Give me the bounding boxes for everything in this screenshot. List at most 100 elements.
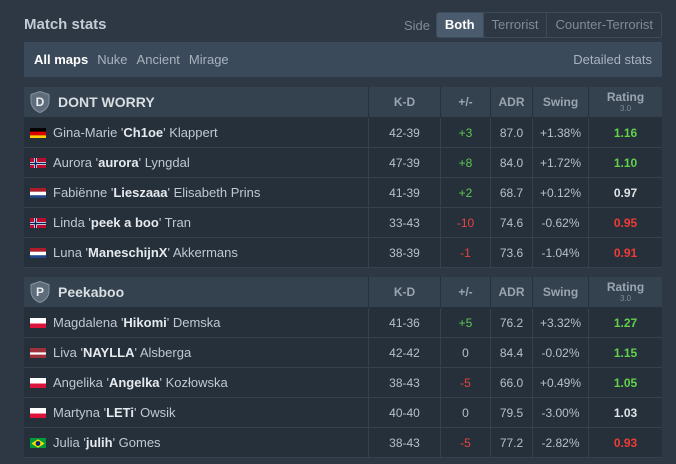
player-nickname: Lieszaaa xyxy=(113,185,168,200)
player-first-name: Julia ' xyxy=(53,435,86,450)
detailed-stats-link[interactable]: Detailed stats xyxy=(573,52,652,67)
column-header-swing[interactable]: Swing xyxy=(532,86,588,118)
rating-value: 1.16 xyxy=(588,117,662,148)
player-name[interactable]: Fabiënne ' Lieszaaa ' Elisabeth Prins xyxy=(24,185,368,200)
player-first-name: Linda ' xyxy=(53,215,91,230)
swing-value: -3.00% xyxy=(532,397,588,428)
rating-value: 1.10 xyxy=(588,147,662,178)
player-first-name: Aurora ' xyxy=(53,155,99,170)
kd-value: 38-39 xyxy=(368,237,440,268)
swing-value: +3.32% xyxy=(532,307,588,338)
adr-value: 79.5 xyxy=(490,397,532,428)
player-row: Julia ' julih ' Gomes 38-43 -5 77.2 -2.82% 0.93 xyxy=(24,427,662,458)
kd-value: 40-40 xyxy=(368,397,440,428)
player-nickname: ManeschijnX xyxy=(88,245,168,260)
player-last-name: ' Elisabeth Prins xyxy=(167,185,261,200)
player-last-name: ' Alsberga xyxy=(134,345,192,360)
map-tab-mirage[interactable]: Mirage xyxy=(188,52,229,67)
player-row: Angelika ' Angelka ' Kozłowska 38-43 -5 66.0 +… xyxy=(24,367,662,398)
column-header-rating[interactable]: Rating 3.0 xyxy=(588,86,662,118)
player-nickname: Ch1oe xyxy=(123,125,164,140)
column-header-kd[interactable]: K-D xyxy=(368,86,440,118)
adr-value: 84.0 xyxy=(490,147,532,178)
player-name[interactable]: Linda ' peek a boo ' Tran xyxy=(24,215,368,230)
player-name[interactable]: Julia ' julih ' Gomes xyxy=(24,435,368,450)
player-row: Magdalena ' Hikomi ' Demska 41-36 +5 76.2 +3.3… xyxy=(24,307,662,338)
player-nickname: LETi xyxy=(106,405,134,420)
player-last-name: ' Gomes xyxy=(112,435,161,450)
team-name[interactable]: P Peekaboo xyxy=(24,280,368,304)
plus-minus-value: +5 xyxy=(440,307,490,338)
swing-value: -2.82% xyxy=(532,427,588,458)
adr-value: 66.0 xyxy=(490,367,532,398)
norway-flag-icon xyxy=(30,217,46,228)
plus-minus-value: +2 xyxy=(440,177,490,208)
match-stats-header: Match stats Side Both Terrorist Counter-… xyxy=(24,12,662,40)
swing-value: +1.72% xyxy=(532,147,588,178)
kd-value: 38-43 xyxy=(368,427,440,458)
kd-value: 33-43 xyxy=(368,207,440,238)
germany-flag-icon xyxy=(30,127,46,138)
column-header-adr[interactable]: ADR xyxy=(490,86,532,118)
rating-label: Rating xyxy=(606,279,645,294)
player-name[interactable]: Martyna ' LETi ' Owsik xyxy=(24,405,368,420)
player-nickname: aurora xyxy=(98,155,139,170)
column-header-rating[interactable]: Rating 3.0 xyxy=(588,276,662,308)
adr-value: 74.6 xyxy=(490,207,532,238)
player-row: Liva ' NAYLLA ' Alsberga 42-42 0 84.4 -0.02% 1.… xyxy=(24,337,662,368)
player-last-name: ' Kozłowska xyxy=(159,375,228,390)
rating-value: 0.93 xyxy=(588,427,662,458)
column-header-plus-minus[interactable]: +/- xyxy=(440,276,490,308)
kd-value: 42-42 xyxy=(368,337,440,368)
netherlands-flag-icon xyxy=(30,247,46,258)
swing-value: -0.02% xyxy=(532,337,588,368)
player-name[interactable]: Liva ' NAYLLA ' Alsberga xyxy=(24,345,368,360)
adr-value: 76.2 xyxy=(490,307,532,338)
map-tab-ancient[interactable]: Ancient xyxy=(136,52,180,67)
map-tab-nuke[interactable]: Nuke xyxy=(97,52,128,67)
side-option-both[interactable]: Both xyxy=(436,13,483,37)
adr-value: 77.2 xyxy=(490,427,532,458)
rating-version: 3.0 xyxy=(619,293,632,303)
team-name[interactable]: D DONT WORRY xyxy=(24,90,368,114)
player-last-name: ' Owsik xyxy=(134,405,176,420)
player-name[interactable]: Magdalena ' Hikomi ' Demska xyxy=(24,315,368,330)
player-name[interactable]: Gina-Marie ' Ch1oe ' Klappert xyxy=(24,125,368,140)
player-last-name: ' Lyngdal xyxy=(138,155,190,170)
player-last-name: ' Tran xyxy=(158,215,191,230)
swing-value: -0.62% xyxy=(532,207,588,238)
player-nickname: Hikomi xyxy=(123,315,167,330)
plus-minus-value: +8 xyxy=(440,147,490,178)
team-table: D DONT WORRY K-D +/- ADR Swing Rating 3.0 Gina-M… xyxy=(24,86,662,268)
column-header-adr[interactable]: ADR xyxy=(490,276,532,308)
player-row: Martyna ' LETi ' Owsik 40-40 0 79.5 -3.00% 1.03 xyxy=(24,397,662,428)
poland-flag-icon xyxy=(30,377,46,388)
latvia-flag-icon xyxy=(30,347,46,358)
player-nickname: Angelka xyxy=(108,375,160,390)
rating-value: 1.03 xyxy=(588,397,662,428)
player-first-name: Martyna ' xyxy=(53,405,107,420)
kd-value: 41-39 xyxy=(368,177,440,208)
plus-minus-value: -1 xyxy=(440,237,490,268)
plus-minus-value: -5 xyxy=(440,427,490,458)
norway-flag-icon xyxy=(30,157,46,168)
side-option-terrorist[interactable]: Terrorist xyxy=(482,13,547,37)
rating-value: 0.97 xyxy=(588,177,662,208)
player-nickname: peek a boo xyxy=(90,215,159,230)
brazil-flag-icon xyxy=(30,437,46,448)
player-row: Luna ' ManeschijnX ' Akkermans 38-39 -1 73.6-… xyxy=(24,237,662,268)
map-tab-all-maps[interactable]: All maps xyxy=(34,52,89,67)
column-header-kd[interactable]: K-D xyxy=(368,276,440,308)
player-name[interactable]: Luna ' ManeschijnX ' Akkermans xyxy=(24,245,368,260)
svg-text:P: P xyxy=(36,285,44,299)
player-name[interactable]: Aurora ' aurora ' Lyngdal xyxy=(24,155,368,170)
side-option-counter-terrorist[interactable]: Counter-Terrorist xyxy=(546,13,661,37)
plus-minus-value: 0 xyxy=(440,337,490,368)
adr-value: 68.7 xyxy=(490,177,532,208)
column-header-plus-minus[interactable]: +/- xyxy=(440,86,490,118)
svg-text:D: D xyxy=(36,95,45,109)
team-table: P Peekaboo K-D +/- ADR Swing Rating 3.0 Magdalen… xyxy=(24,276,662,458)
adr-value: 73.6 xyxy=(490,237,532,268)
player-name[interactable]: Angelika ' Angelka ' Kozłowska xyxy=(24,375,368,390)
column-header-swing[interactable]: Swing xyxy=(532,276,588,308)
